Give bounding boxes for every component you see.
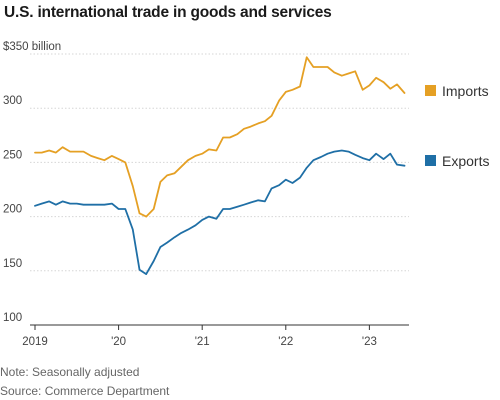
x-tick-label: '22 — [278, 336, 293, 348]
y-tick-label: $350 billion — [3, 41, 61, 53]
legend-label-exports: Exports — [442, 153, 489, 169]
x-tick-label: 2019 — [22, 336, 48, 348]
series-lines — [34, 56, 406, 276]
x-tick-labels: 2019 '20 '21 '22 '23 — [22, 336, 377, 348]
legend: Imports Exports — [425, 83, 489, 169]
x-tick-label: '21 — [195, 336, 210, 348]
series-line-exports — [34, 149, 406, 276]
y-tick-label: 150 — [3, 258, 22, 270]
y-tick-label: 100 — [3, 312, 22, 324]
gridlines — [30, 53, 409, 272]
x-axis — [30, 324, 409, 330]
y-tick-labels: $350 billion 300 250 200 150 100 — [3, 41, 61, 324]
legend-label-imports: Imports — [442, 83, 489, 99]
series-line-imports — [34, 56, 406, 218]
note-text: Note: Seasonally adjusted — [0, 365, 140, 379]
y-tick-label: 250 — [3, 149, 22, 161]
legend-swatch-exports — [425, 155, 436, 166]
x-tick-label: '23 — [362, 336, 377, 348]
source-text: Source: Commerce Department — [0, 384, 170, 398]
legend-swatch-imports — [425, 85, 436, 96]
x-tick-label: '20 — [111, 336, 126, 348]
chart-title: U.S. international trade in goods and se… — [4, 4, 332, 21]
y-tick-label: 200 — [3, 204, 22, 216]
y-tick-label: 300 — [3, 95, 22, 107]
